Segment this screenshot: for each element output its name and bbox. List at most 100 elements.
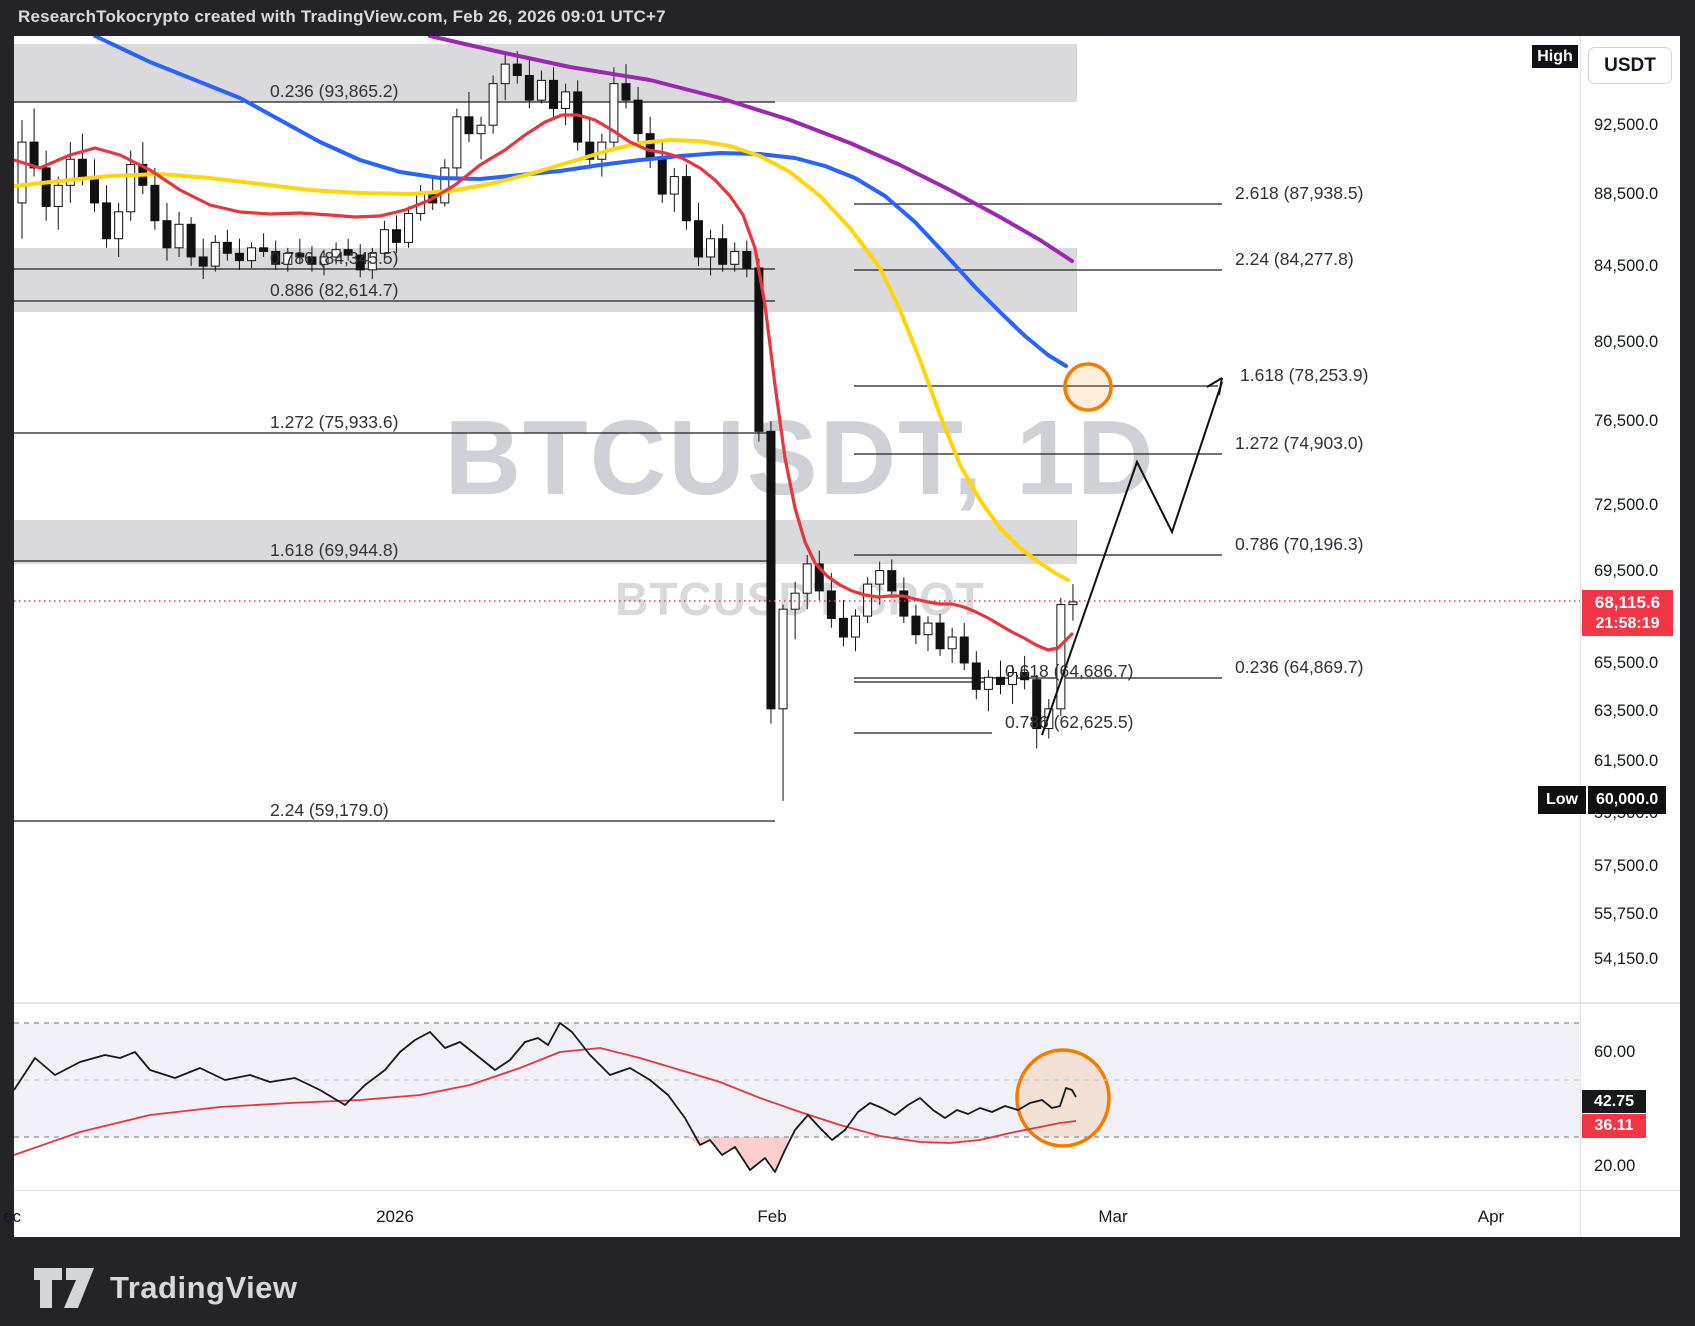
candle-body-up (778, 608, 788, 710)
fib-level-label: 1.272 (74,903.0) (1235, 433, 1364, 453)
candle-body-down (150, 184, 160, 222)
tradingview-wordmark: TradingView (110, 1270, 298, 1305)
candle-body-down (77, 158, 87, 178)
candle-body-down (742, 250, 752, 269)
time-axis-border (14, 1190, 1680, 1191)
candle-body-down (295, 252, 305, 258)
projection-arrowhead (1206, 377, 1223, 396)
price-axis-label: 88,500.0 (1594, 185, 1659, 203)
fib-level-label: 0.886 (82,614.7) (270, 280, 399, 300)
candle-body-down (645, 133, 655, 160)
candle-body-down (89, 176, 99, 204)
candle-body-up (367, 252, 377, 271)
tradingview-logo[interactable]: TradingView (32, 1266, 298, 1310)
candle-body-down (259, 247, 269, 252)
last-price-badge: 68,115.6 21:58:19 (1582, 590, 1673, 636)
candle-body-down (41, 167, 51, 207)
price-axis-label: 61,500.0 (1594, 752, 1659, 770)
candle-body-up (452, 116, 462, 169)
highlight-circle (1063, 362, 1113, 412)
candle-body-up (1008, 672, 1018, 686)
candle-body-down (911, 615, 921, 636)
candle-body-up (609, 83, 619, 143)
candle-body-down (887, 570, 897, 592)
rsi-ma-value-badge: 36.11 (1582, 1114, 1646, 1138)
high-marker-badge: High (1532, 45, 1578, 68)
candle-body-down (271, 250, 281, 265)
candle-body-up (802, 563, 812, 594)
candle-body-down (971, 662, 981, 690)
candle-body-down (355, 254, 365, 271)
price-axis-label: 92,500.0 (1594, 116, 1659, 134)
candle-body-down (102, 202, 112, 240)
candle-body-down (464, 116, 474, 135)
pane-separator[interactable] (14, 1002, 1680, 1004)
candle-body-up (1056, 604, 1066, 710)
candle-body-up (379, 229, 389, 254)
candle-body-up (488, 83, 498, 126)
fib-level-label: 1.618 (78,253.9) (1240, 365, 1369, 385)
candle-body-up (1044, 708, 1054, 730)
ma-slow-blue (93, 36, 1068, 368)
time-axis-label: ec (3, 1207, 21, 1226)
candle-body-up (331, 249, 341, 258)
price-axis-label: 72,500.0 (1594, 496, 1659, 514)
candle-body-up (863, 583, 873, 617)
candle-body-down (1020, 672, 1030, 681)
candle-body-down (222, 241, 232, 254)
currency-toggle-button[interactable]: USDT (1588, 47, 1672, 84)
candle-body-up (65, 158, 75, 186)
last-price-value: 68,115.6 (1594, 593, 1661, 612)
ma-fast-red (14, 113, 1074, 652)
candle-body-down (899, 590, 909, 617)
fib-zone (14, 520, 1077, 564)
candle-body-up (17, 141, 27, 204)
candle-body-up (210, 241, 220, 267)
candle-body-down (512, 63, 522, 76)
candle-body-down (391, 229, 401, 243)
rsi-axis-label: 20.00 (1594, 1157, 1636, 1175)
candle-body-up (174, 223, 184, 249)
rsi-line (14, 1022, 1077, 1173)
time-axis-label: Feb (757, 1207, 787, 1226)
candle-body-down (766, 430, 776, 710)
price-scale-border (1580, 36, 1581, 1237)
time-axis-label: 2026 (376, 1207, 414, 1226)
fib-level-label: 0.786 (62,625.5) (1005, 712, 1134, 732)
low-marker-badge: Low 60,000.0 (1538, 786, 1667, 814)
watermark-symbol: BTCUSDT, 1D (444, 399, 1156, 517)
fib-level-label: 1.618 (69,944.8) (270, 540, 399, 560)
candle-body-up (561, 91, 571, 109)
price-axis-label: 63,500.0 (1594, 702, 1659, 720)
candle-body-up (875, 570, 885, 585)
candle-body-down (693, 220, 703, 258)
candle-body-down (343, 249, 353, 256)
fib-level-label: 0.618 (64,686.7) (1005, 661, 1134, 681)
candle-body-down (826, 590, 836, 619)
candle-body-up (923, 622, 933, 636)
fib-level-label: 2.24 (59,179.0) (270, 800, 389, 820)
price-axis-label: 57,500.0 (1594, 857, 1659, 875)
candle-body-up (283, 252, 293, 265)
candle-body-down (995, 676, 1005, 686)
candle-body-down (162, 220, 172, 249)
candle-body-up (247, 247, 257, 262)
ma-mid-yellow (14, 138, 1070, 582)
low-label: Low (1538, 786, 1586, 814)
candle-body-up (536, 79, 546, 101)
candle-body-down (681, 176, 691, 222)
candle-body-down (585, 141, 595, 160)
low-price-value: 60,000.0 (1588, 786, 1667, 814)
price-axis-label: 54,150.0 (1594, 950, 1659, 968)
candle-body-down (838, 617, 848, 638)
time-axis-label: Mar (1098, 1207, 1128, 1226)
fib-level-label: 0.786 (70,196.3) (1235, 534, 1364, 554)
price-axis-label: 84,500.0 (1594, 257, 1659, 275)
price-axis-label: 69,500.0 (1594, 562, 1659, 580)
candle-body-down (524, 74, 534, 101)
fib-level-label: 2.618 (87,938.5) (1235, 183, 1364, 203)
candle-body-down (814, 563, 824, 592)
candle-body-down (959, 636, 969, 664)
candle-body-up (500, 63, 510, 85)
